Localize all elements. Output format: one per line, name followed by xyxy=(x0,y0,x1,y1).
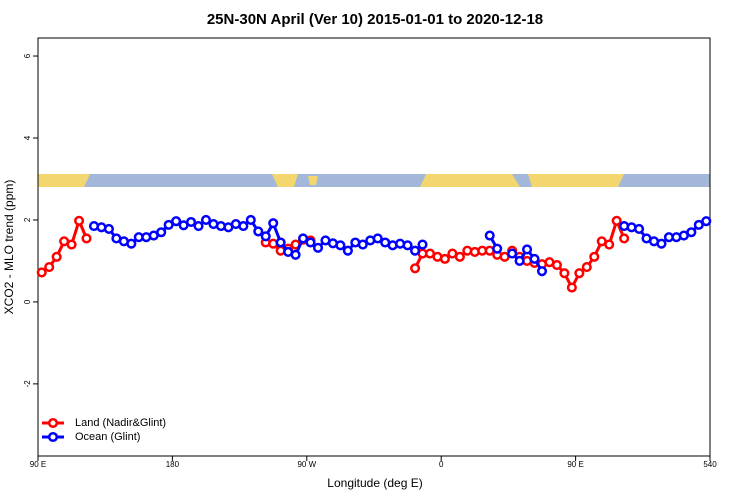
data-point xyxy=(417,239,428,250)
data-point xyxy=(522,244,533,255)
legend-label: Land (Nadir&Glint) xyxy=(75,417,166,429)
series-line xyxy=(40,216,626,291)
data-point xyxy=(156,227,167,238)
data-point xyxy=(66,239,77,250)
data-point xyxy=(581,262,592,273)
legend-marker xyxy=(47,417,59,429)
x-axis-label: Longitude (deg E) xyxy=(327,476,422,490)
data-point xyxy=(574,268,585,279)
data-point xyxy=(268,218,279,229)
data-point xyxy=(44,262,55,273)
data-point xyxy=(186,216,197,228)
data-point xyxy=(507,248,518,259)
data-point xyxy=(200,214,212,226)
y-tick-label: -2 xyxy=(23,380,32,388)
y-tick-label: 4 xyxy=(23,135,32,140)
data-point xyxy=(686,227,697,238)
data-point xyxy=(126,238,137,249)
data-point xyxy=(529,253,540,264)
data-point xyxy=(454,251,465,262)
data-point xyxy=(298,233,309,244)
data-point xyxy=(312,242,324,253)
data-point xyxy=(604,239,615,250)
x-tick-label: 180 xyxy=(166,460,180,469)
data-point xyxy=(566,282,577,293)
legend-marker xyxy=(47,431,59,443)
data-point xyxy=(305,237,316,248)
data-point xyxy=(290,249,301,260)
data-point xyxy=(656,238,667,249)
x-tick-label: 90 E xyxy=(30,460,46,469)
data-point xyxy=(410,263,421,274)
y-tick-label: 0 xyxy=(23,299,32,304)
y-tick-label: 2 xyxy=(23,217,32,222)
plot-frame xyxy=(37,37,711,457)
x-tick-label: 90 E xyxy=(567,460,583,469)
data-point xyxy=(559,268,570,279)
data-point xyxy=(171,216,182,227)
data-point xyxy=(372,233,383,244)
data-point xyxy=(410,245,421,256)
data-point xyxy=(619,233,630,244)
data-point xyxy=(611,215,622,226)
x-tick-label: 90 W xyxy=(297,460,316,469)
data-point xyxy=(634,223,645,235)
data-point xyxy=(357,239,368,250)
data-point xyxy=(492,243,503,254)
data-point xyxy=(439,253,450,264)
data-point xyxy=(253,226,264,237)
data-point xyxy=(193,221,204,232)
data-point xyxy=(103,223,114,235)
data-point xyxy=(74,215,85,226)
data-point xyxy=(551,259,562,271)
data-point xyxy=(536,266,548,277)
data-point xyxy=(484,230,495,241)
chart-title: 25N-30N April (Ver 10) 2015-01-01 to 202… xyxy=(207,11,543,28)
data-point xyxy=(342,245,353,256)
data-point xyxy=(163,219,174,230)
data-point xyxy=(402,240,413,251)
data-point xyxy=(51,251,62,262)
data-point xyxy=(245,214,256,226)
data-point xyxy=(514,255,525,266)
data-point xyxy=(589,251,600,262)
x-tick-label: 540 xyxy=(703,460,717,469)
data-point xyxy=(701,216,712,227)
data-point xyxy=(275,237,286,248)
x-tick-label: 0 xyxy=(439,460,444,469)
y-tick-label: 6 xyxy=(23,53,32,58)
data-point xyxy=(260,231,271,242)
data-point xyxy=(36,267,47,278)
land-ocean-strip xyxy=(38,174,710,187)
legend-label: Ocean (Glint) xyxy=(75,431,140,443)
data-point xyxy=(693,219,704,230)
data-point xyxy=(81,233,92,244)
y-axis-label: XCO2 - MLO trend (ppm) xyxy=(2,180,16,315)
data-point xyxy=(238,221,249,232)
data-point xyxy=(335,240,346,251)
